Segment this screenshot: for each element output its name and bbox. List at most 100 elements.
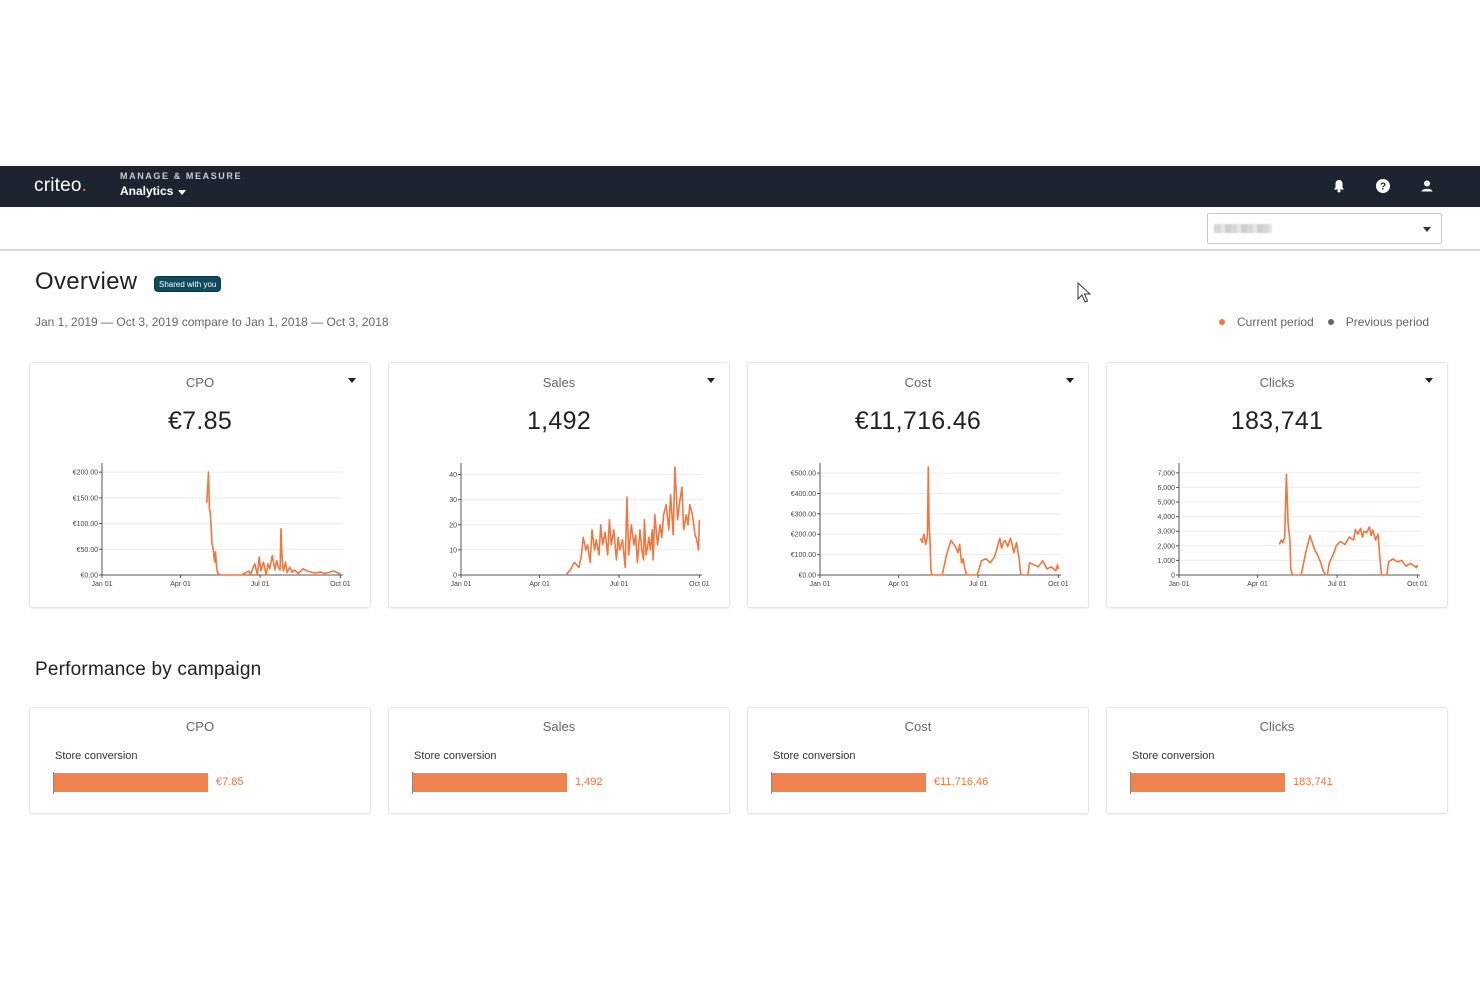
campaign-bar[interactable]	[1131, 773, 1285, 792]
campaign-bar[interactable]	[54, 773, 208, 792]
x-tick-label: Oct 01	[689, 581, 710, 588]
x-tick-label: Jan 01	[809, 581, 830, 588]
metric-dropdown-icon[interactable]	[348, 378, 356, 383]
campaign-card-cpo: CPO Store conversion €7.85	[29, 707, 371, 814]
y-tick-label: €400.00	[791, 491, 816, 498]
y-tick-label: 40	[449, 472, 457, 479]
campaign-bar-value: €7.85	[216, 776, 244, 788]
kpi-value: 1,492	[526, 407, 592, 435]
legend-dot-previous	[1327, 319, 1334, 325]
y-tick-label: 0	[453, 573, 457, 580]
y-tick-label: €0.00	[798, 573, 816, 580]
kpi-card-cost: Cost €11,716.46 €0.00 €100.00 €200.00 €300.…	[747, 362, 1089, 608]
campaign-card-title: Clicks	[1259, 719, 1295, 734]
cpo-line-chart: €0.00 €50.00 €100.00 €150.00 €200.00 Jan 01 Ap…	[73, 463, 351, 588]
period-legend: Current period Previous period	[1219, 315, 1429, 329]
kpi-card-title: Sales	[542, 375, 576, 390]
campaign-bar-value: 1,492	[575, 776, 603, 788]
x-tick-label: Jul 01	[251, 581, 270, 588]
product-subtitle: MANAGE & MEASURE	[120, 171, 243, 181]
analytics-menu-button[interactable]: Analytics	[120, 184, 187, 198]
series-line[interactable]	[1278, 473, 1419, 576]
chevron-down-icon	[178, 189, 187, 195]
account-select[interactable]	[1207, 213, 1442, 244]
y-tick-label: 6,000	[1157, 485, 1175, 492]
top-navigation-bar: criteo. MANAGE & MEASURE Analytics ?	[0, 166, 1480, 207]
campaign-bar[interactable]	[413, 773, 567, 792]
y-tick-label: 2,000	[1157, 543, 1175, 550]
metric-dropdown-icon[interactable]	[707, 378, 715, 383]
kpi-card-clicks: Clicks 183,741 0 1,000 2,000 3,000 4,000 5,00…	[1106, 362, 1448, 608]
y-tick-label: €100.00	[73, 521, 98, 528]
svg-text:?: ?	[1380, 182, 1386, 193]
user-icon[interactable]	[1419, 178, 1435, 194]
campaign-card-title: Cost	[904, 719, 932, 734]
y-tick-label: 7,000	[1157, 470, 1175, 477]
bar-axis	[771, 772, 772, 794]
campaign-card-sales: Sales Store conversion 1,492	[388, 707, 730, 814]
clicks-line-chart: 0 1,000 2,000 3,000 4,000 5,000 6,000 7,000 Jan …	[1157, 463, 1428, 588]
campaign-bar[interactable]	[772, 773, 926, 792]
x-tick-label: Jan 01	[450, 581, 471, 588]
analytics-menu-label: Analytics	[120, 184, 174, 198]
x-tick-label: Jan 01	[1168, 581, 1189, 588]
series-line[interactable]	[919, 466, 1060, 576]
date-range[interactable]: Jan 1, 2019 — Oct 3, 2019 compare to Jan…	[35, 315, 389, 329]
bar-axis	[53, 772, 54, 794]
campaign-label: Store conversion	[55, 750, 138, 762]
metric-dropdown-icon[interactable]	[1425, 378, 1433, 383]
kpi-card-sales: Sales 1,492 0 10 20 30 40 Jan 01 Apr 01 Jul 01 O…	[388, 362, 730, 608]
metric-dropdown-icon[interactable]	[1066, 378, 1074, 383]
x-tick-label: Apr 01	[529, 581, 550, 588]
y-tick-label: €0.00	[80, 573, 98, 580]
series-line[interactable]	[565, 466, 701, 576]
logo-text: criteo	[34, 175, 82, 196]
y-tick-label: 1,000	[1157, 558, 1175, 565]
x-tick-label: Apr 01	[170, 581, 191, 588]
x-tick-label: Jul 01	[610, 581, 629, 588]
legend-dot-current	[1219, 319, 1225, 325]
y-tick-label: 10	[449, 547, 457, 554]
criteo-logo[interactable]: criteo.	[34, 175, 87, 197]
campaign-label: Store conversion	[414, 750, 497, 762]
kpi-card-title: Cost	[904, 375, 932, 390]
campaign-card-cost: Cost Store conversion €11,716.46	[747, 707, 1089, 814]
cost-line-chart: €0.00 €100.00 €200.00 €300.00 €400.00 €500.00…	[791, 463, 1069, 588]
campaign-label: Store conversion	[773, 750, 856, 762]
kpi-card-title: Clicks	[1259, 375, 1295, 390]
y-tick-label: €300.00	[791, 511, 816, 518]
y-tick-label: 30	[449, 497, 457, 504]
y-tick-label: 5,000	[1157, 500, 1175, 507]
y-tick-label: 20	[449, 522, 457, 529]
kpi-card-title: CPO	[185, 375, 215, 390]
help-icon[interactable]: ?	[1375, 178, 1391, 194]
x-tick-label: Jul 01	[969, 581, 988, 588]
series-line[interactable]	[206, 471, 341, 576]
kpi-card-cpo: CPO €7.85 €0.00 €50.00 €100.00 €150.00 €200.…	[29, 362, 371, 608]
campaign-card-clicks: Clicks Store conversion 183,741	[1106, 707, 1448, 814]
chevron-down-icon	[1423, 227, 1431, 232]
campaign-bar-value: €11,716.46	[934, 776, 989, 788]
campaign-card-title: CPO	[185, 719, 215, 734]
campaign-card-title: Sales	[542, 719, 576, 734]
kpi-value: €7.85	[167, 407, 233, 435]
shared-badge: Shared with you	[154, 276, 222, 292]
y-tick-label: 4,000	[1157, 514, 1175, 521]
legend-current: Current period	[1219, 315, 1314, 329]
campaign-label: Store conversion	[1132, 750, 1215, 762]
y-tick-label: 0	[1171, 573, 1175, 580]
kpi-value: 183,741	[1230, 407, 1324, 435]
y-tick-label: €100.00	[791, 552, 816, 559]
sub-toolbar	[0, 207, 1480, 251]
bell-icon[interactable]	[1331, 178, 1347, 194]
x-tick-label: Oct 01	[1048, 581, 1069, 588]
bar-axis	[412, 772, 413, 794]
account-name-redacted	[1214, 224, 1272, 233]
y-tick-label: €200.00	[791, 532, 816, 539]
x-tick-label: Jul 01	[1328, 581, 1347, 588]
page-title: Overview	[35, 268, 138, 295]
x-tick-label: Oct 01	[330, 581, 351, 588]
legend-previous: Previous period	[1327, 315, 1429, 329]
sales-line-chart: 0 10 20 30 40 Jan 01 Apr 01 Jul 01 Oct 01	[449, 463, 710, 588]
legend-current-label: Current period	[1237, 315, 1314, 329]
